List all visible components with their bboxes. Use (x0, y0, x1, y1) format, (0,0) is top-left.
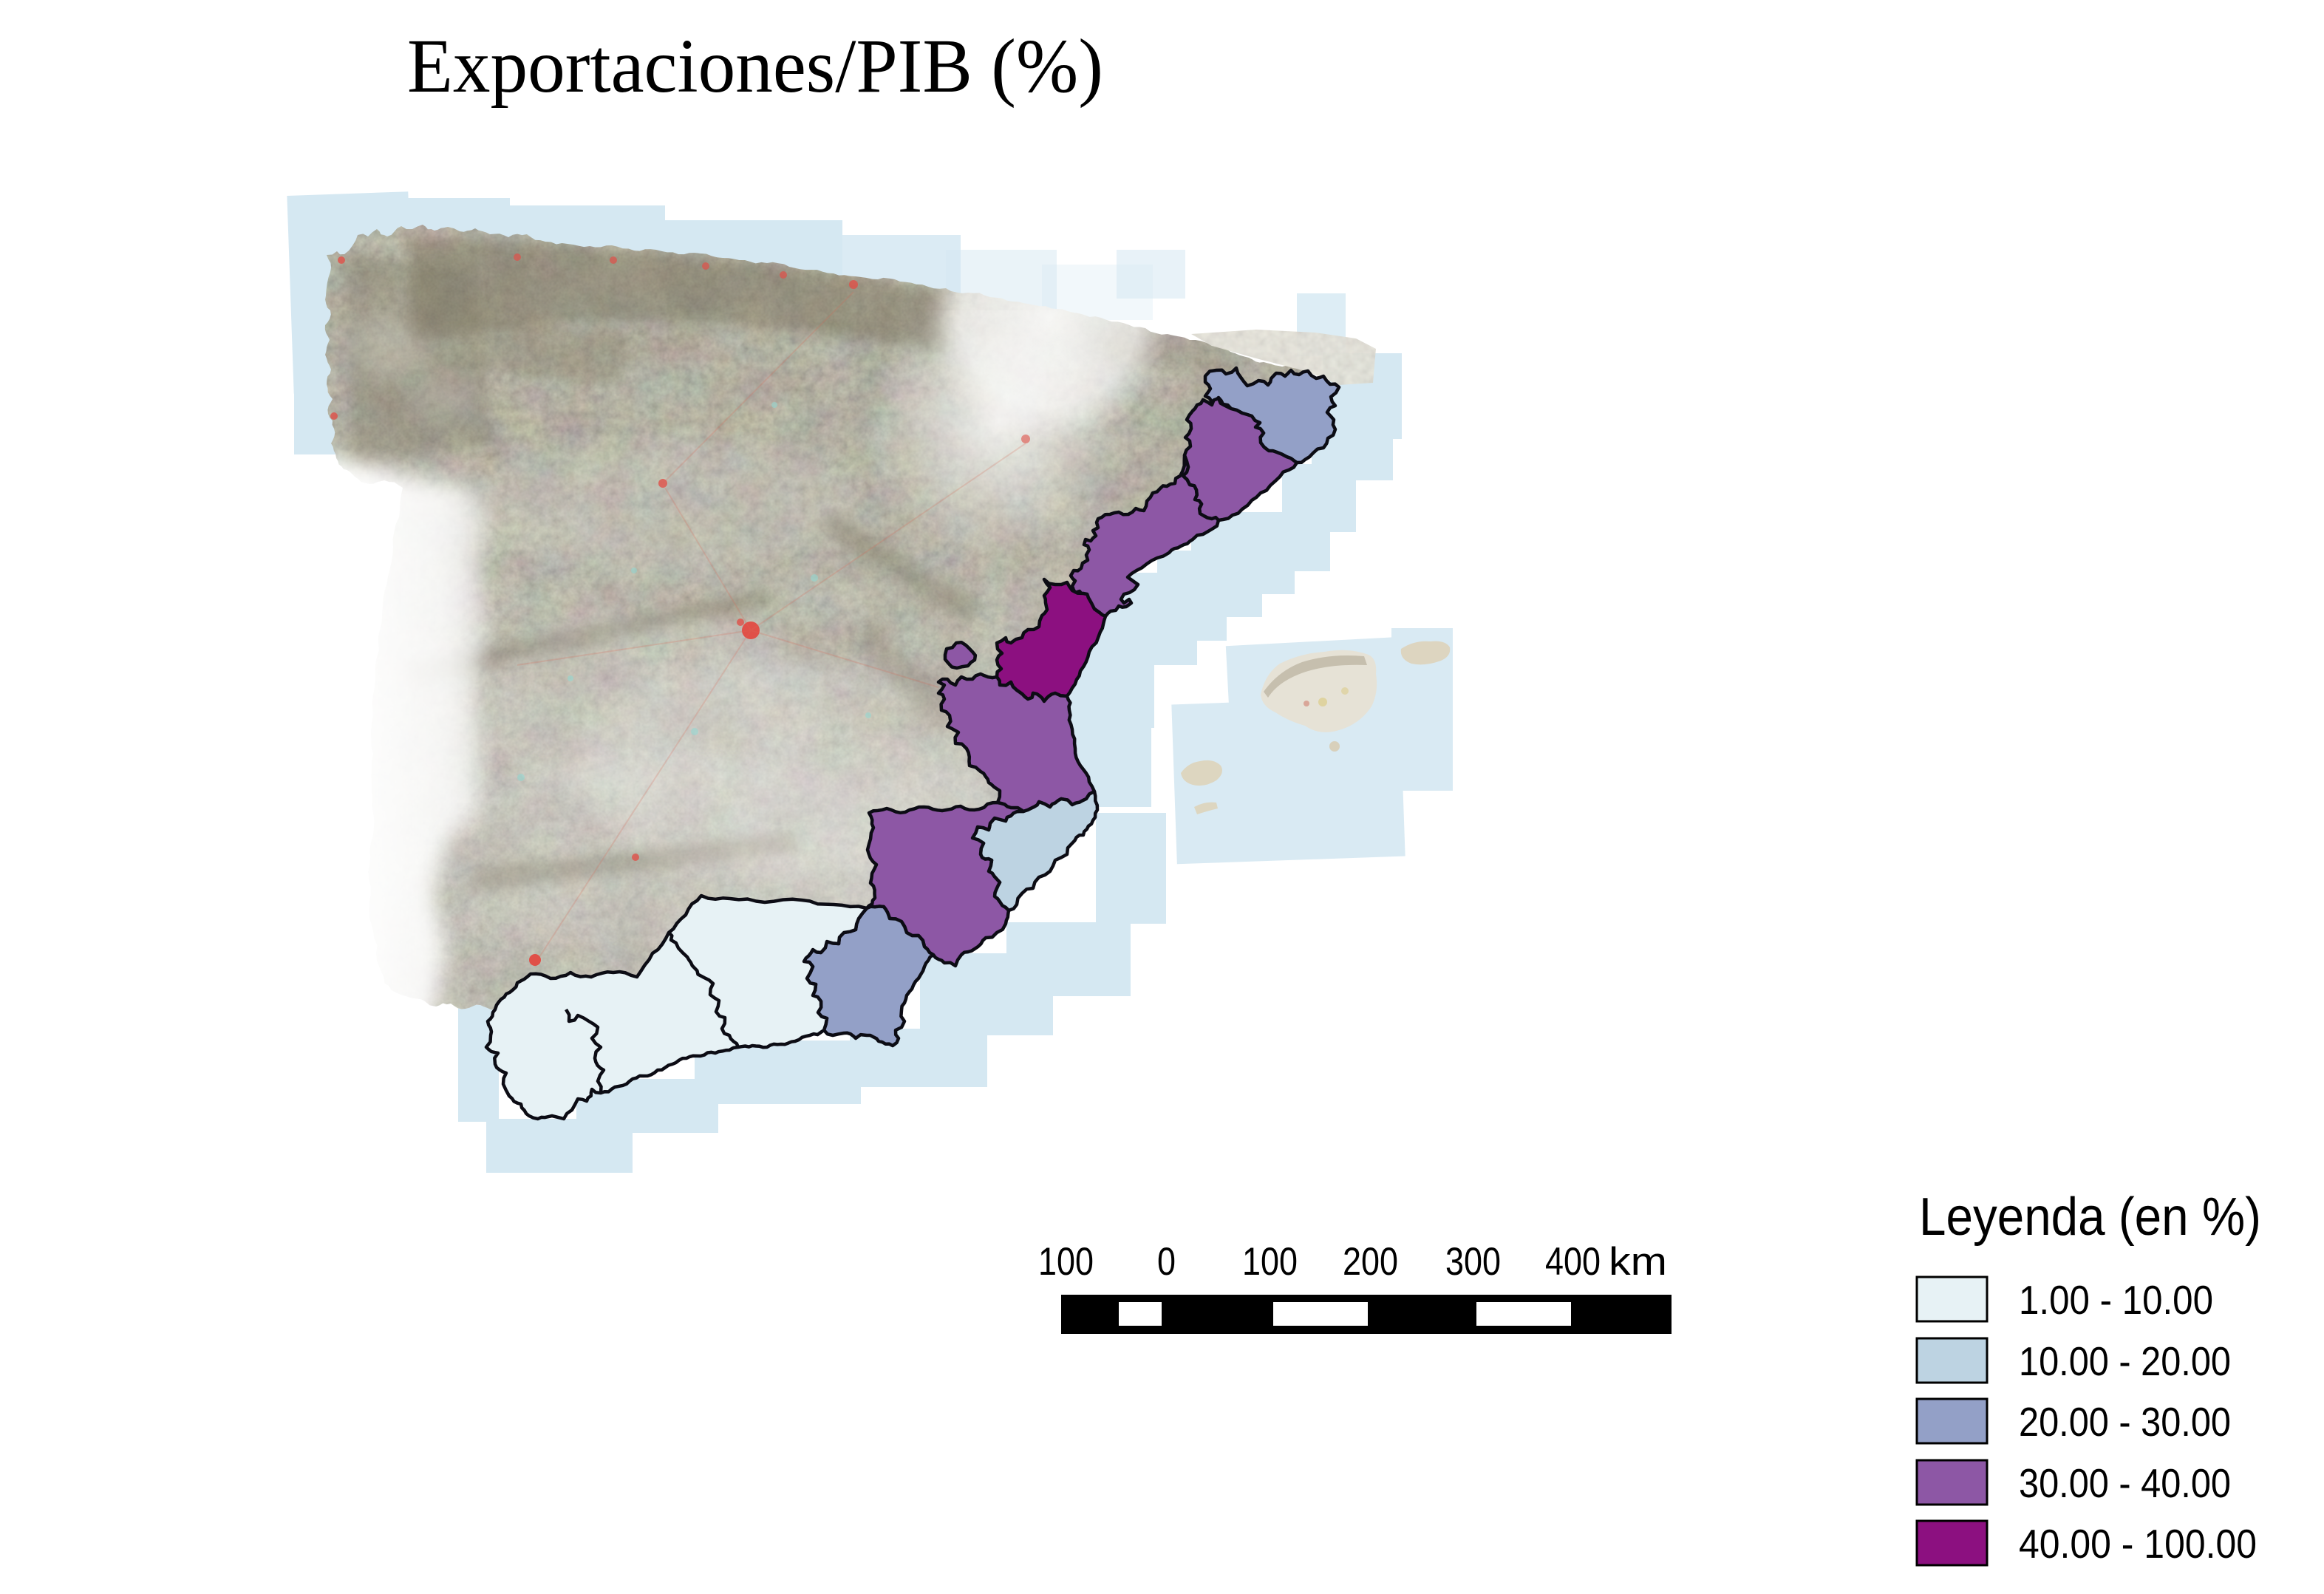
svg-text:40.00 - 100.00: 40.00 - 100.00 (2019, 1521, 2257, 1567)
svg-text:Exportaciones/PIB (%): Exportaciones/PIB (%) (407, 24, 1103, 109)
svg-text:200: 200 (1343, 1240, 1398, 1284)
svg-text:1.00 - 10.00: 1.00 - 10.00 (2019, 1277, 2213, 1323)
svg-text:20.00 - 30.00: 20.00 - 30.00 (2019, 1399, 2231, 1445)
svg-text:100: 100 (1038, 1240, 1094, 1284)
svg-text:100: 100 (1242, 1240, 1298, 1284)
svg-text:10.00 - 20.00: 10.00 - 20.00 (2019, 1338, 2231, 1384)
svg-text:300: 300 (1445, 1240, 1501, 1284)
svg-text:0: 0 (1157, 1240, 1176, 1284)
svg-text:30.00 - 40.00: 30.00 - 40.00 (2019, 1460, 2231, 1506)
svg-text:km: km (1609, 1240, 1667, 1284)
svg-text:400: 400 (1545, 1240, 1601, 1284)
svg-text:Leyenda (en %): Leyenda (en %) (1919, 1188, 2261, 1247)
